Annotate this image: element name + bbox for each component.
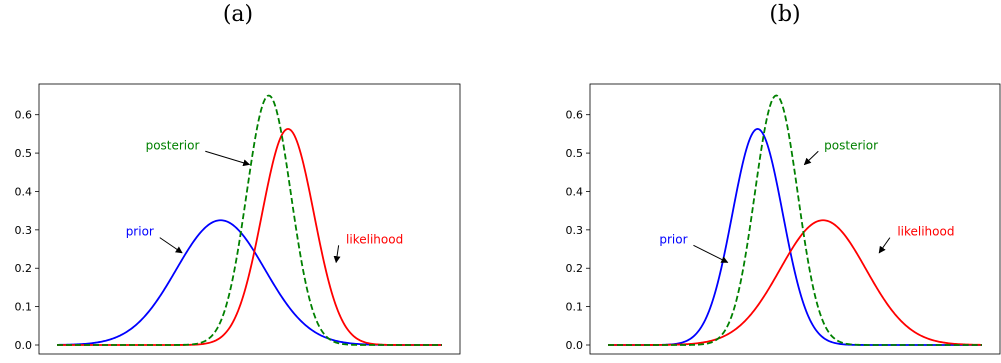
y-tick-label: 0.6 — [566, 109, 584, 122]
annotation-posterior: posterior — [824, 138, 878, 152]
panel-a: 0.0 0.1 0.2 0.3 0.4 0.5 0.6 posterior prior likel… — [15, 83, 461, 355]
y-tick-label: 0.1 — [566, 301, 584, 314]
annotation-prior: prior — [659, 232, 687, 246]
annotation-likelihood: likelihood — [897, 225, 954, 239]
annotation-arrow — [159, 237, 183, 254]
y-tick-label: 0.5 — [566, 147, 584, 160]
y-tick-label: 0.1 — [15, 301, 33, 314]
y-tick-label: 0.3 — [15, 224, 33, 237]
annotation-prior: prior — [126, 225, 154, 239]
axes-frame — [589, 83, 1001, 355]
annotation-arrow — [333, 245, 341, 264]
annotation-arrow — [693, 244, 729, 263]
axes-frame — [38, 83, 461, 355]
y-tick-label: 0.4 — [15, 185, 33, 198]
annotation-arrow — [878, 237, 891, 254]
annotation-posterior: posterior — [146, 138, 200, 152]
y-tick-label: 0.3 — [566, 224, 584, 237]
annotation-arrow — [803, 150, 819, 166]
series-posterior — [57, 94, 442, 346]
annotation-likelihood: likelihood — [346, 232, 403, 246]
y-tick-label: 0.5 — [15, 147, 33, 160]
panel-a-title: (a) — [222, 2, 254, 27]
y-tick-label: 0.2 — [15, 262, 33, 275]
y-tick-label: 0.0 — [15, 339, 33, 352]
y-tick-label: 0.4 — [566, 185, 584, 198]
annotation-arrow — [205, 150, 251, 167]
panel-b-title: (b) — [769, 2, 801, 27]
panel-b: 0.0 0.1 0.2 0.3 0.4 0.5 0.6 posterior prior likel… — [566, 83, 1001, 355]
y-tick-label: 0.6 — [15, 109, 33, 122]
y-tick-label: 0.0 — [566, 339, 584, 352]
series-likelihood — [608, 219, 983, 346]
y-tick-label: 0.2 — [566, 262, 584, 275]
series-posterior — [608, 94, 982, 346]
